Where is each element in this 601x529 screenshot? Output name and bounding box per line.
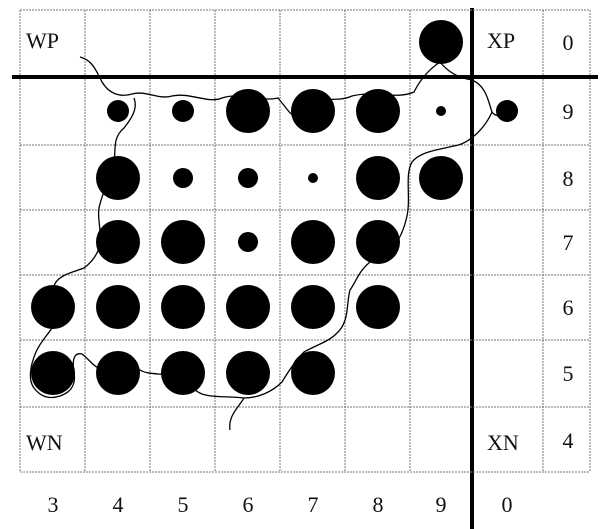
column-labels: 3 4 5 6 7 8 9 0 [48,492,513,517]
row-label: 4 [563,428,574,453]
dot-large [161,351,205,395]
row-label: 7 [563,230,574,255]
corner-label-xn: XN [487,430,519,455]
corner-label-wn: WN [26,430,63,455]
dot-medium [107,100,129,122]
dot-large [96,220,140,264]
dot-small [238,168,258,188]
row-label: 9 [563,99,574,124]
dot-large [291,89,335,133]
column-label: 5 [178,492,189,517]
dot-large [291,285,335,329]
column-label: 7 [308,492,319,517]
dot-small [238,232,258,252]
column-label: 6 [243,492,254,517]
row-labels: 0 9 8 7 6 5 4 [563,30,574,453]
column-label: 9 [436,492,447,517]
column-label: 0 [502,492,513,517]
dot-tiny [308,173,318,183]
row-label: 8 [563,166,574,191]
dot-tiny [436,106,446,116]
column-label: 4 [113,492,124,517]
dot-large [291,220,335,264]
row-label: 0 [563,30,574,55]
column-label: 8 [373,492,384,517]
dot-large [356,285,400,329]
dot-large [226,285,270,329]
corner-label-xp: XP [487,28,515,53]
dot-large [419,156,463,200]
dot-large [226,89,270,133]
dot-large [291,351,335,395]
row-label: 6 [563,295,574,320]
dot-large [96,351,140,395]
dot-small [173,168,193,188]
dot-large [356,89,400,133]
corner-label-wp: WP [26,28,59,53]
dot-large [31,285,75,329]
dot-large [96,156,140,200]
column-label: 3 [48,492,59,517]
dot-large [96,285,140,329]
dot-large [161,220,205,264]
dot-large [161,285,205,329]
dot-medium [172,100,194,122]
dots-layer [31,20,518,395]
grid-lines [12,8,598,529]
dot-large [356,220,400,264]
dot-large [226,351,270,395]
dot-medium [496,100,518,122]
row-label: 5 [563,361,574,386]
dot-large [419,20,463,64]
dot-large [31,351,75,395]
dot-large [356,156,400,200]
